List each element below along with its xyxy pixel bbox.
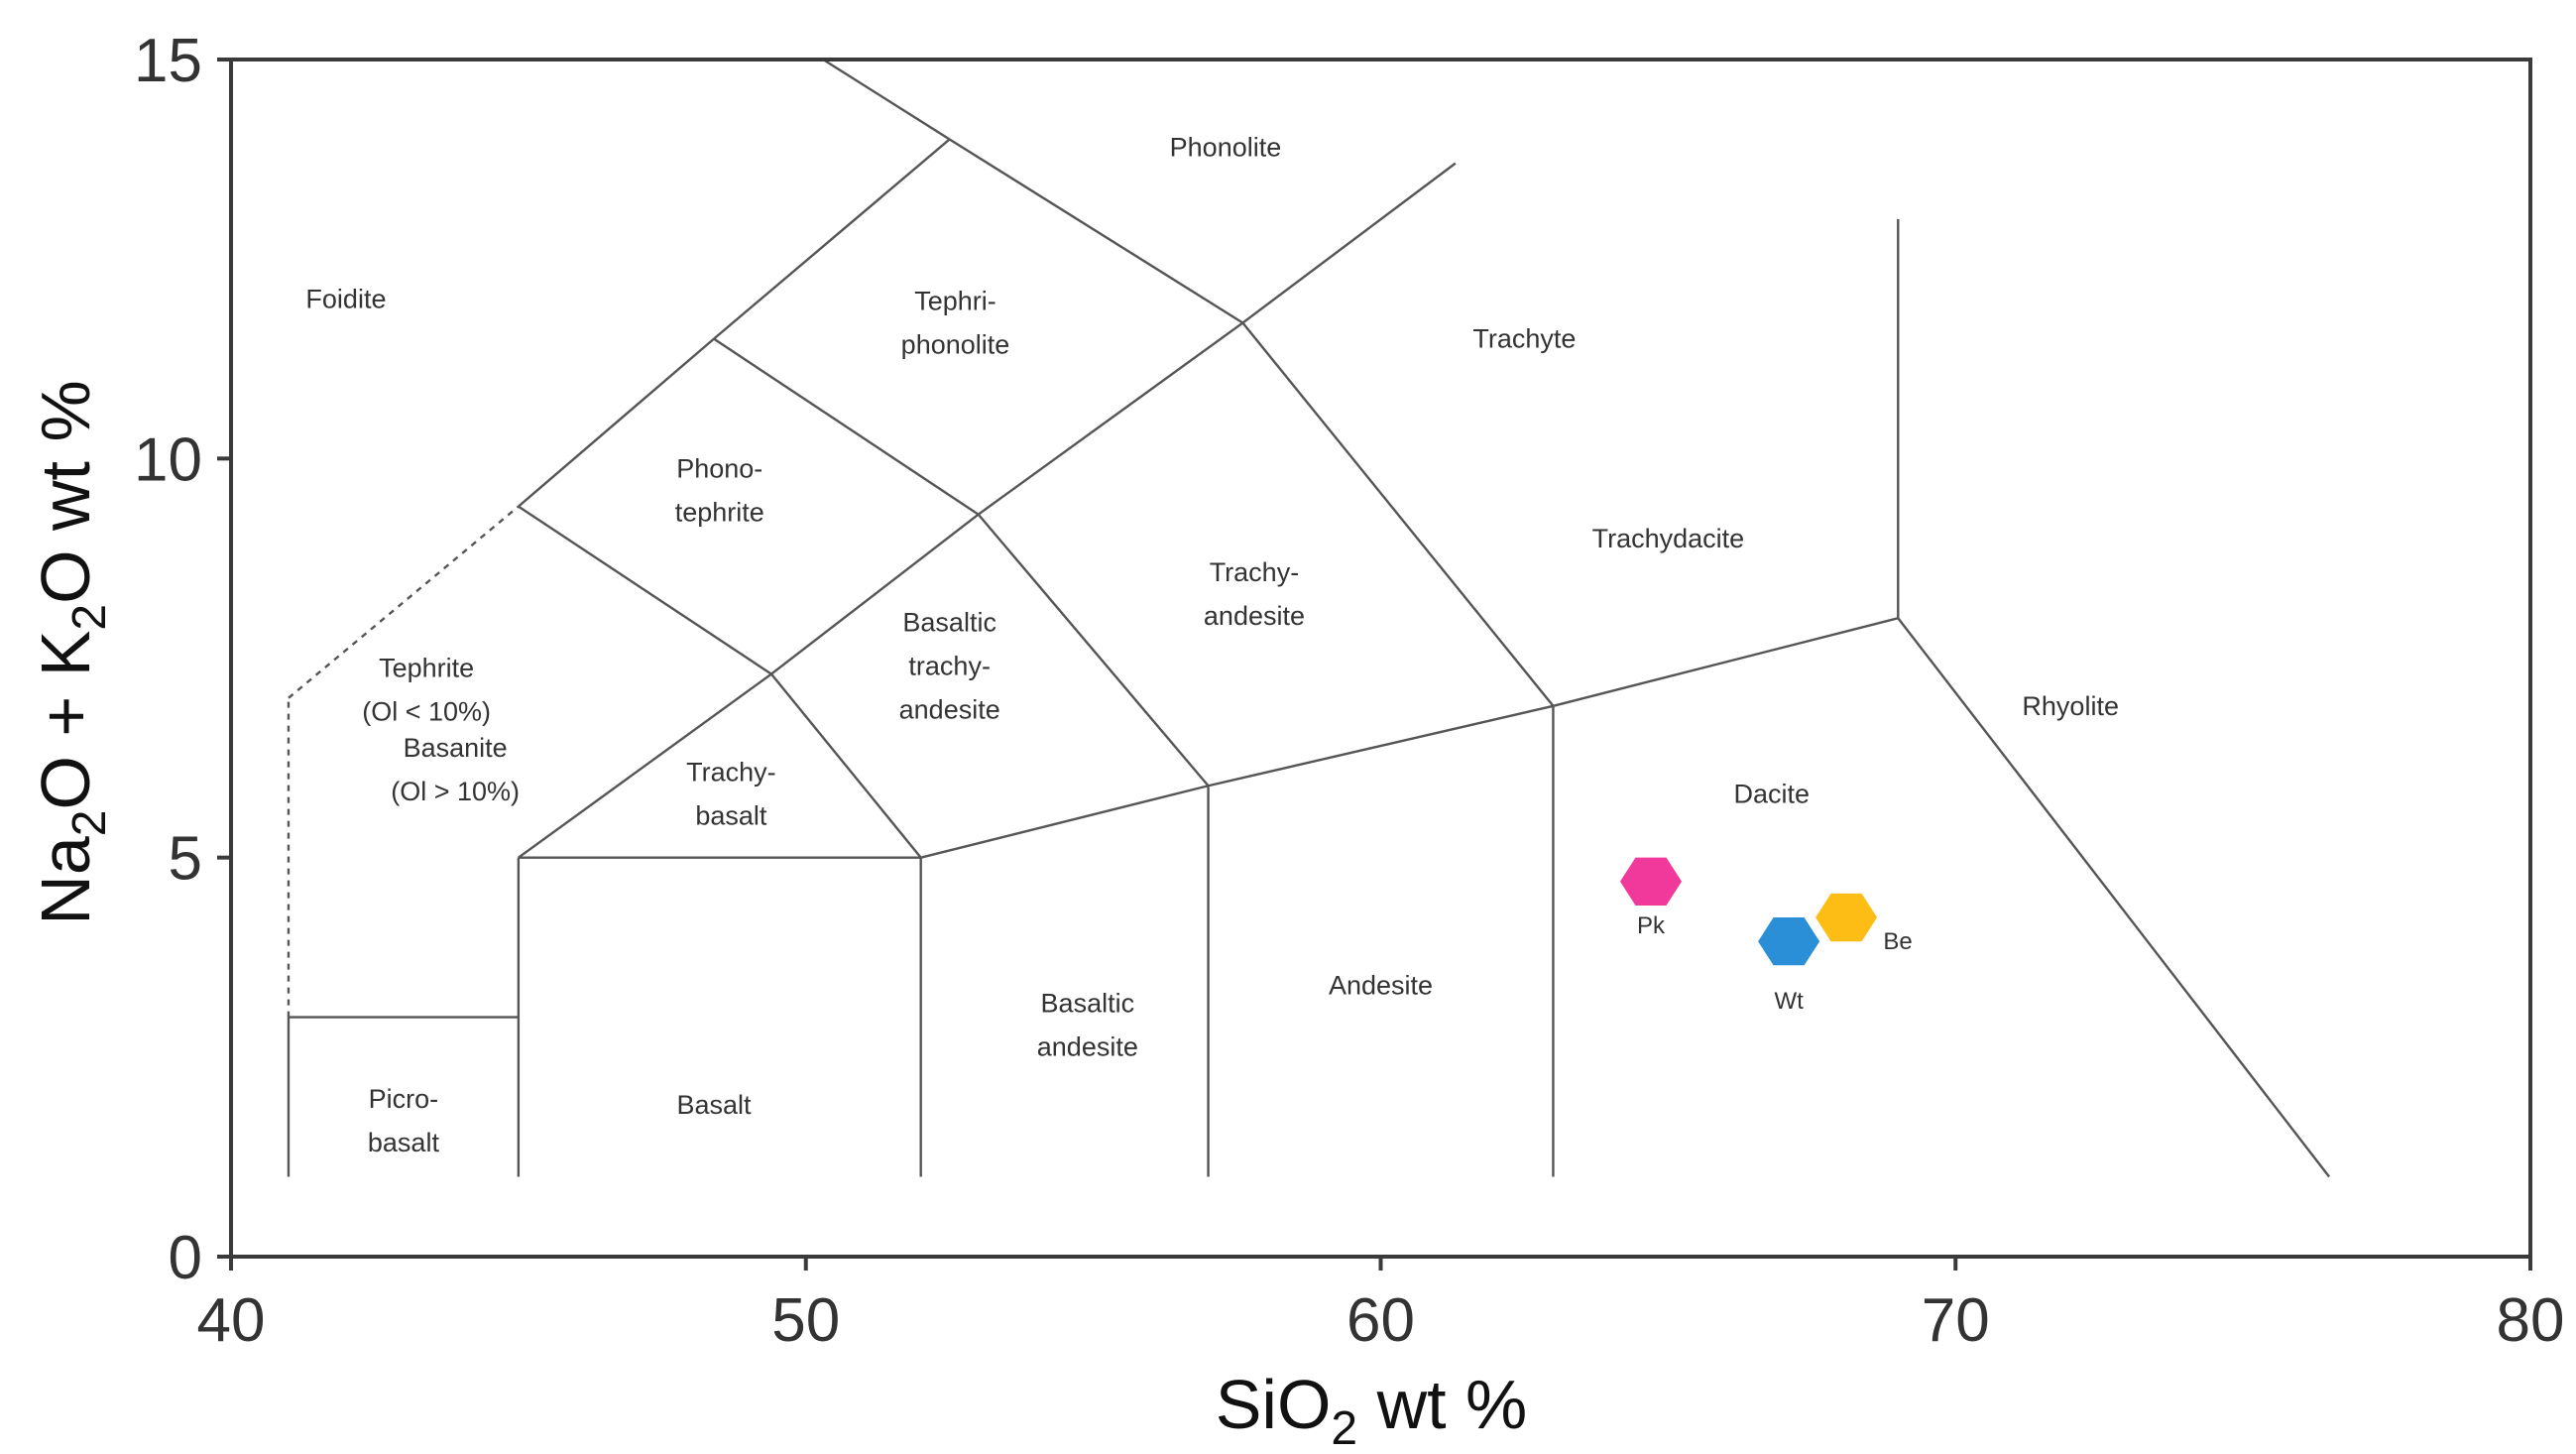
field-label-basalt: Basalt [676,1090,752,1120]
sample-label-wt: Wt [1774,988,1804,1015]
field-boundary-13 [1897,617,2331,1178]
field-label-phono-tephrite: Phono-tephrite [675,454,764,528]
field-label-picro-basalt: Picro-basalt [368,1084,440,1157]
field-boundary-9 [770,672,922,859]
field-boundary-8 [518,672,772,859]
y-tick-label-15: 15 [134,27,202,95]
sample-points: Pk Wt Be [1620,857,1913,1015]
y-tick-label-0: 0 [169,1224,202,1292]
sample-point-wt [1758,917,1820,966]
field-label-trachyte: Trachyte [1472,324,1576,354]
sample-label-pk: Pk [1637,912,1666,939]
x-tick-label-70: 70 [1922,1286,1990,1355]
field-label-dacite: Dacite [1733,779,1810,808]
sample-label-be: Be [1883,928,1912,955]
field-label-rhyolite: Rhyolite [2022,691,2119,721]
field-boundary-17 [1241,321,1555,707]
field-boundary-21 [713,337,980,516]
field-label-andesite: Andesite [1329,970,1433,1000]
x-tick-label-40: 40 [197,1286,266,1355]
field-boundary-19 [518,505,772,675]
field-label-basaltic-trachy-andesite: Basaltic trachy-andesite [899,608,1000,725]
field-label-trachy-andesite: Trachy-andesite [1204,557,1305,631]
field-label-basaltic-andesite: Basaltic andesite [1037,989,1138,1062]
field-label-basanite-ol-10: Basanite (Ol > 10%) [391,733,520,806]
field-boundary-12 [1553,617,1899,707]
plot-frame [229,58,2532,1259]
sample-point-be [1815,893,1878,942]
field-boundary-23 [949,138,1243,324]
field-boundary-20 [518,337,715,508]
x-tick-label-50: 50 [771,1286,840,1355]
sample-point-pk [1620,857,1682,906]
x-axis-title: SiO2 wt % [1216,1366,1528,1454]
x-tick-label-60: 60 [1347,1286,1415,1355]
field-boundary-16 [977,321,1244,516]
axes: 40 50 60 70 80 0 5 10 15 [134,27,2564,1355]
y-tick-label-5: 5 [169,825,202,894]
field-boundary-24 [822,58,951,141]
y-tick-label-10: 10 [134,425,202,494]
field-boundary-22 [713,138,951,340]
field-boundary-15 [977,513,1210,788]
field-label-tephrite-ol-10: Tephrite (Ol < 10%) [362,654,491,727]
field-boundary-11 [1208,704,1554,788]
field-label-foidite: Foidite [305,284,386,313]
x-tick-label-80: 80 [2497,1286,2565,1355]
field-label-tephri-phonolite: Tephri-phonolite [901,287,1010,360]
y-axis-title: Na2O + K2O wt % [27,380,116,924]
field-labels: Foidite Phonolite Tephri-phonolite Trachyte… [305,133,2119,1158]
field-boundary-18 [1241,162,1457,324]
field-boundary-10 [920,785,1209,859]
field-boundary-14 [770,513,980,675]
field-label-trachydacite: Trachydacite [1592,524,1745,553]
field-label-trachy-basalt: Trachy-basalt [686,757,776,830]
field-label-phonolite: Phonolite [1170,133,1282,163]
field-boundaries [287,58,2331,1178]
dashed-boundary-1 [288,505,520,699]
